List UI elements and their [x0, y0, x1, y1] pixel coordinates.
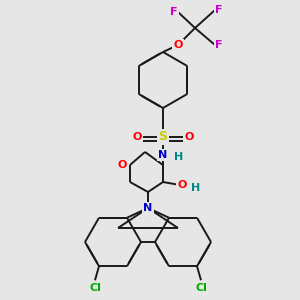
Text: O: O: [117, 160, 127, 170]
Text: N: N: [158, 150, 168, 160]
Text: O: O: [177, 180, 187, 190]
Text: O: O: [132, 132, 142, 142]
Text: H: H: [191, 183, 201, 193]
Text: F: F: [215, 5, 223, 15]
Text: F: F: [215, 40, 223, 50]
Text: S: S: [158, 130, 167, 143]
Text: O: O: [184, 132, 194, 142]
Text: O: O: [173, 40, 183, 50]
Text: Cl: Cl: [195, 283, 207, 293]
Text: F: F: [170, 7, 178, 17]
Text: N: N: [143, 203, 153, 213]
Text: H: H: [174, 152, 184, 162]
Text: Cl: Cl: [89, 283, 101, 293]
